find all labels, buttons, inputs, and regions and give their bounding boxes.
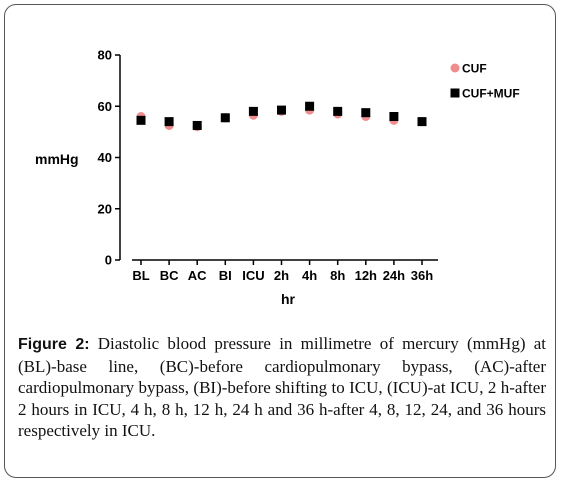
figure-frame bbox=[4, 4, 556, 478]
legend-marker bbox=[450, 63, 460, 73]
cuf-muf-point bbox=[248, 106, 258, 116]
x-tick-label: 8h bbox=[330, 268, 345, 283]
x-tick-label: BC bbox=[160, 268, 179, 283]
x-tick-label: BL bbox=[132, 268, 149, 283]
x-axis-label: hr bbox=[281, 291, 296, 307]
x-tick-label: 12h bbox=[355, 268, 377, 283]
caption-label: Figure 2: bbox=[18, 336, 90, 353]
y-axis: 0 20 40 60 80 bbox=[98, 48, 121, 268]
y-tick-label: 20 bbox=[98, 201, 112, 216]
cuf-muf-point bbox=[417, 117, 427, 127]
caption-text: Diastolic blood pressure in millimetre o… bbox=[18, 334, 546, 441]
x-tick-label: ICU bbox=[242, 268, 264, 283]
x-axis: BL BC AC BI ICU 2h 4h 8h 12h 24h 36h bbox=[132, 259, 438, 283]
y-axis-label: mmHg bbox=[35, 151, 79, 167]
x-tick-label: 36h bbox=[411, 268, 433, 283]
cuf-muf-point bbox=[333, 106, 343, 116]
y-tick-label: 80 bbox=[98, 48, 112, 63]
chart: 0 20 40 60 80 BL BC AC BI ICU 2h 4h 8h 12h 24h 36h mmH… bbox=[35, 48, 520, 308]
x-tick-label: 4h bbox=[302, 268, 317, 283]
x-tick-label: 2h bbox=[274, 268, 289, 283]
y-tick-label: 60 bbox=[98, 99, 112, 114]
x-tick-label: BI bbox=[219, 268, 232, 283]
legend-marker bbox=[450, 88, 460, 98]
y-tick-label: 0 bbox=[105, 253, 112, 268]
legend-label: CUF+MUF bbox=[462, 87, 520, 101]
cuf-muf-point bbox=[164, 117, 174, 127]
cuf-muf-point bbox=[361, 108, 371, 118]
cuf-muf-point bbox=[305, 101, 315, 111]
cuf-muf-point bbox=[220, 113, 230, 123]
cuf-muf-point bbox=[136, 115, 146, 125]
cuf-muf-point bbox=[277, 105, 286, 115]
x-tick-label: AC bbox=[188, 268, 207, 283]
legend: CUF CUF+MUF bbox=[450, 62, 520, 101]
data-marks bbox=[136, 101, 427, 132]
cuf-muf-point bbox=[192, 120, 202, 130]
figure-caption: Figure 2: Diastolic blood pressure in mi… bbox=[18, 333, 546, 442]
cuf-muf-point bbox=[389, 112, 399, 121]
legend-label: CUF bbox=[462, 62, 487, 76]
x-tick-label: 24h bbox=[383, 268, 405, 283]
y-tick-label: 40 bbox=[98, 150, 112, 165]
